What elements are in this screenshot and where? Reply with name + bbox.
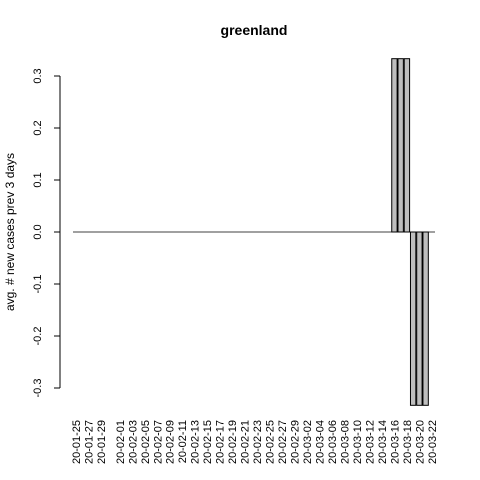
bar	[391, 58, 398, 233]
x-tick-label: 20-03-08	[340, 420, 352, 464]
y-tick-label: -0.3	[32, 379, 44, 398]
y-tick-label: 0.0	[32, 224, 44, 239]
x-tick-label: 20-02-21	[240, 420, 252, 464]
x-tick-label: 20-03-22	[427, 420, 439, 464]
y-tick-label: 0.3	[32, 68, 44, 83]
x-tick-label: 20-01-27	[84, 420, 96, 464]
chart-title: greenland	[221, 22, 288, 38]
y-axis: -0.3 -0.2 -0.1 0.0 0.1 0.2 0.3	[32, 68, 61, 398]
y-tick-label: -0.2	[32, 327, 44, 346]
x-tick-label: 20-03-16	[389, 420, 401, 464]
x-tick-label: 20-02-17	[215, 420, 227, 464]
x-tick-label: 20-02-07	[152, 420, 164, 464]
x-tick-label: 20-02-15	[202, 420, 214, 464]
bar	[409, 231, 417, 406]
x-tick-label: 20-02-01	[115, 420, 127, 464]
bars-group	[391, 58, 429, 406]
x-tick-label: 20-02-03	[127, 420, 139, 464]
y-axis-label: avg. # new cases prev 3 days	[3, 153, 17, 311]
x-tick-label: 20-02-13	[190, 420, 202, 464]
x-tick-label: 20-02-23	[252, 420, 264, 464]
x-tick-label: 20-03-04	[315, 420, 327, 464]
x-tick-label: 20-02-11	[177, 420, 189, 463]
y-tick-label: 0.1	[32, 172, 44, 187]
x-tick-label: 20-03-06	[327, 420, 339, 464]
x-tick-label: 20-03-14	[377, 420, 389, 464]
x-tick-label: 20-02-27	[277, 420, 289, 464]
x-tick-label: 20-02-09	[165, 420, 177, 464]
bar	[403, 58, 411, 233]
x-tick-label: 20-01-25	[71, 420, 83, 464]
x-tick-label: 20-03-18	[402, 420, 414, 464]
x-tick-label: 20-01-29	[96, 420, 108, 464]
x-tick-label: 20-02-19	[227, 420, 239, 464]
bar	[416, 231, 423, 406]
x-tick-label: 20-03-20	[414, 420, 426, 464]
x-tick-label: 20-02-29	[290, 420, 302, 464]
x-tick-label: 20-02-05	[140, 420, 152, 464]
y-tick-label: -0.1	[32, 275, 44, 294]
bar	[397, 58, 404, 233]
x-tick-label: 20-02-25	[265, 420, 277, 464]
x-tick-label: 20-03-12	[364, 420, 376, 464]
bar	[422, 231, 429, 406]
x-axis-labels: 20-01-25 20-01-27 20-01-29 20-02-01 20-02-03…	[71, 420, 439, 464]
x-tick-label: 20-03-02	[302, 420, 314, 464]
y-tick-label: 0.2	[32, 120, 44, 135]
x-tick-label: 20-03-10	[352, 420, 364, 464]
